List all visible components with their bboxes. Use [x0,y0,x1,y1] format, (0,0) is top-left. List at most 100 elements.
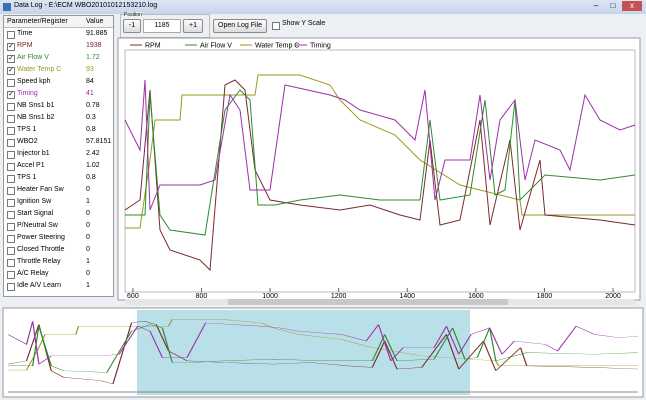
open-log-button[interactable]: Open Log File [213,19,267,33]
table-header [4,16,113,28]
row-checkbox: ✓ [7,43,15,51]
row-checkbox: ✓ [7,91,15,99]
row-value: 91.885 [86,30,108,37]
row-value: 93 [86,66,94,73]
window-title: Data Log - E:\ECM WBO20101012153210.log [14,2,158,9]
row-checkbox [7,127,15,135]
parameter-table: Parameter/Register Value Time 91.885 ✓ RPM 1… [3,15,114,297]
row-name: Heater Fan Sw [17,186,64,193]
row-name: Power Steering [17,234,65,241]
row-name: TPS 1 [17,126,37,133]
plot-area [124,49,636,293]
legend-label: Air Flow V [200,43,232,50]
row-name: Speed kph [17,78,51,85]
plus-button[interactable]: +1 [183,19,203,33]
scroll-thumb[interactable] [228,299,508,305]
row-name: Injector b1 [17,150,50,157]
row-name: Time [17,30,33,37]
row-value: 84 [86,78,94,85]
row-checkbox [7,103,15,111]
group-label: Position [124,12,142,18]
overview-selection[interactable] [137,310,470,395]
title-bar: Data Log - E:\ECM WBO20101012153210.log … [0,0,646,14]
row-name: RPM [17,42,33,49]
row-name: Throttle Relay [17,258,61,265]
row-value: 0.78 [86,102,100,109]
x-tick-label: 1800 [537,293,553,300]
row-name: Air Flow V [17,54,49,61]
row-checkbox: ✓ [7,55,15,63]
row-checkbox [7,31,15,39]
row-name: Idle A/V Learn [17,282,61,289]
row-checkbox [7,283,15,291]
row-name: Timing [17,90,38,97]
x-tick-label: 600 [127,293,139,300]
close[interactable]: x [622,1,642,11]
row-checkbox [7,151,15,159]
row-value: 0 [86,246,90,253]
row-name: P/Neutral Sw [17,222,58,229]
row-name: Closed Throttle [17,246,65,253]
row-checkbox [7,187,15,195]
header-cell: Parameter/Register [7,18,68,25]
row-name: WBO2 [17,138,38,145]
row-value: 1 [86,282,90,289]
row-checkbox [7,163,15,171]
row-checkbox [7,139,15,147]
row-value: 0.8 [86,126,96,133]
x-tick-label: 1400 [399,293,415,300]
x-tick-label: 1600 [468,293,484,300]
row-checkbox [7,259,15,267]
show-y-checkbox[interactable] [272,22,280,30]
x-tick-label: 800 [196,293,208,300]
minus-button[interactable]: -1 [123,19,141,33]
legend-label: Water Temp C [255,43,299,50]
row-checkbox [7,199,15,207]
row-checkbox [7,175,15,183]
row-value: 1 [86,198,90,205]
row-value: 0 [86,222,90,229]
row-checkbox [7,235,15,243]
row-name: NB Sns1 b2 [17,114,55,121]
row-value: 2.42 [86,150,100,157]
row-value: 1 [86,258,90,265]
position-field[interactable]: 1185 [143,19,181,33]
legend-label: Timing [310,43,331,50]
minimize[interactable]: – [593,1,599,10]
row-value: 57.8151 [86,138,112,145]
row-value: 41 [86,90,94,97]
row-checkbox [7,247,15,255]
row-name: A/C Relay [17,270,49,277]
row-value: 1.72 [86,54,100,61]
row-name: Accel P1 [17,162,45,169]
app-icon [3,3,11,11]
row-checkbox [7,271,15,279]
x-tick-label: 1200 [331,293,347,300]
row-value: 0 [86,234,90,241]
row-value: 1938 [86,42,102,49]
x-tick-label: 2000 [605,293,621,300]
x-axis: 600 800 1000 1200 1400 1600 1800 2000 [127,288,621,300]
x-tick-label: 1000 [262,293,278,300]
row-value: 0 [86,186,90,193]
show-y-label: Show Y Scale [282,20,326,27]
row-checkbox [7,211,15,219]
row-value: 0 [86,270,90,277]
row-value: 0.8 [86,174,96,181]
row-name: Start Signal [17,210,54,217]
row-name: Water Temp C [17,66,62,73]
maximize[interactable]: □ [610,1,616,10]
row-checkbox: ✓ [7,67,15,75]
row-checkbox [7,79,15,87]
row-checkbox [7,115,15,123]
row-value: 0 [86,210,90,217]
row-name: NB Sns1 b1 [17,102,55,109]
row-name: Ignition Sw [17,198,52,205]
header-cell: Value [86,18,104,25]
legend: RPM Air Flow V Water Temp C Timing [130,43,331,50]
legend-label: RPM [145,43,161,50]
row-name: TPS 1 [17,174,37,181]
row-value: 0.3 [86,114,96,121]
